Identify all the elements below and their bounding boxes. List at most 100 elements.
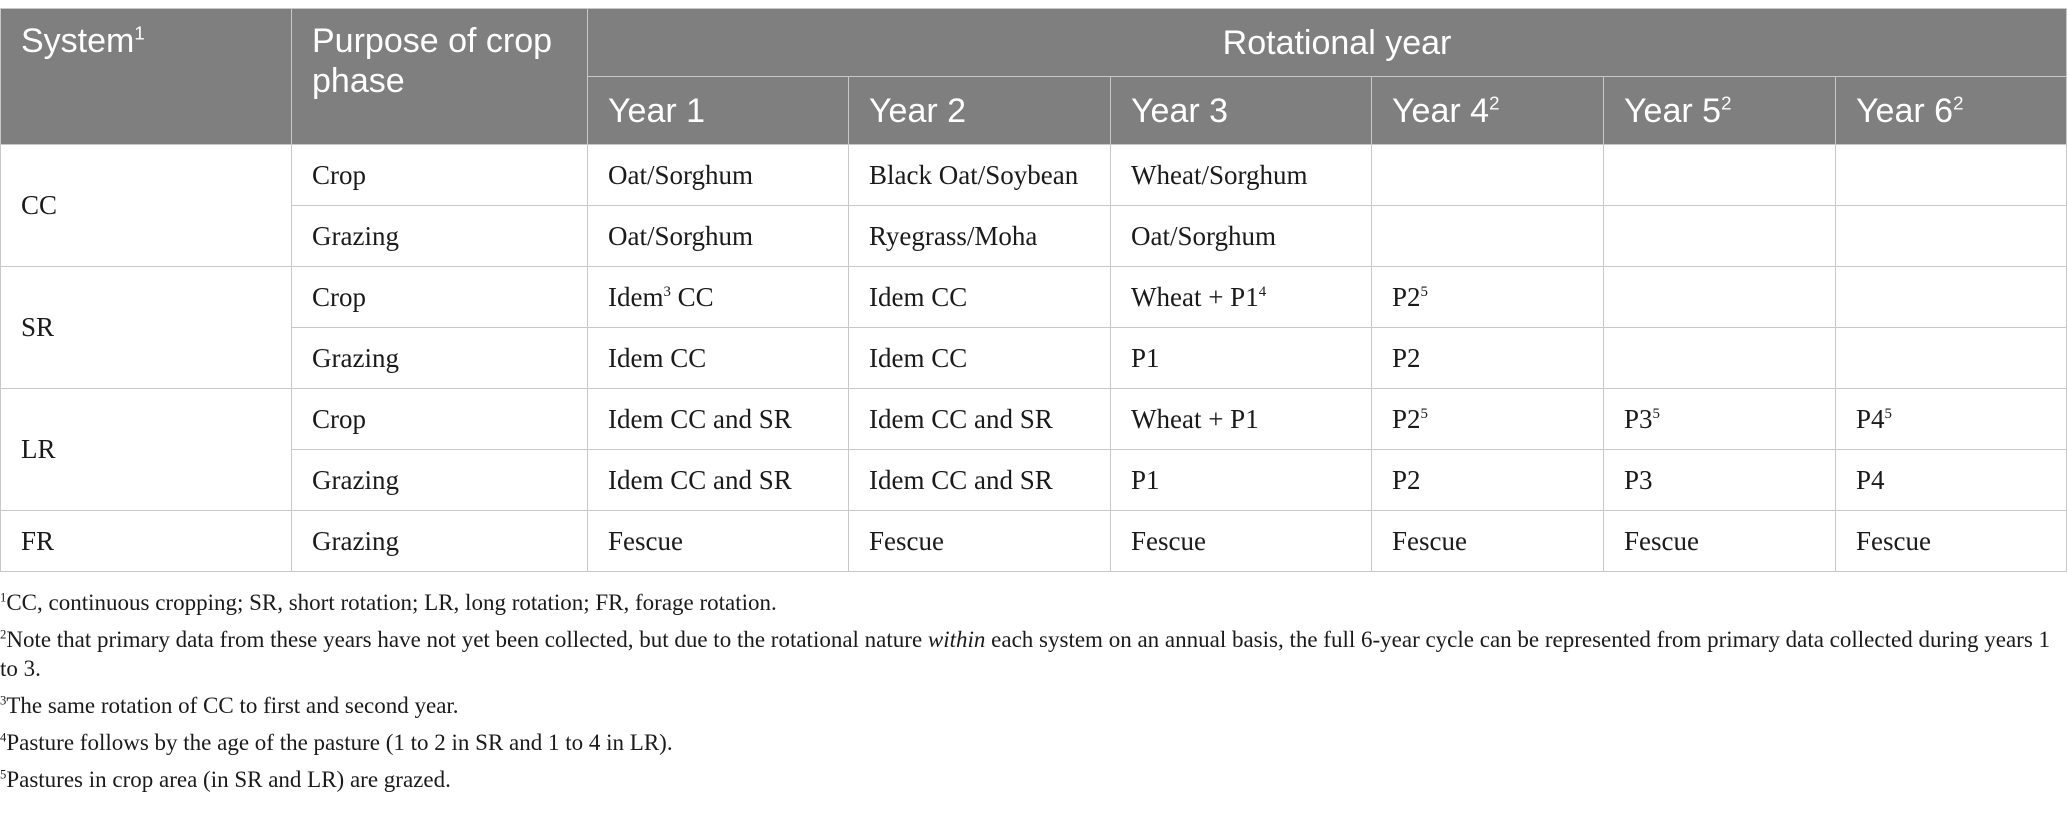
header-row-1: System1 Purpose of crop phase Rotational… [0,8,2068,145]
header-year-6-sup: 2 [1953,92,1964,114]
footnote-ref: 3 [663,283,671,300]
cell-year-2: Idem CC [848,266,1111,328]
cell-year-3: P1 [1110,327,1372,389]
cell-text: P3 [1624,403,1653,434]
cell-text: Idem [608,281,664,312]
header-system-sup: 1 [134,22,145,44]
footnote-text: The same rotation of CC to first and sec… [6,693,459,718]
cell-year-6 [1834,205,2068,267]
footnote-mark: 5 [0,767,7,782]
cell-text: P2 [1392,281,1421,312]
footnote-text-b: each system on an annual basis, the full… [0,627,2051,681]
cell-year-1: Fescue [587,510,849,572]
cell-purpose: Crop [291,388,588,450]
cell-year-1: Idem CC and SR [587,388,849,450]
footnote-mark: 4 [0,730,7,745]
cell-year-5 [1603,327,1836,389]
cell-year-1: Idem3 CC [587,266,849,328]
cell-year-5: Fescue [1603,510,1836,572]
cell-year-5 [1603,144,1836,206]
cell-text-rest: CC [670,281,714,312]
cell-purpose: Grazing [291,449,588,511]
cell-year-3: P1 [1110,449,1372,511]
footnote-3: 3The same rotation of CC to first and se… [0,691,2060,720]
cell-year-5 [1603,266,1836,328]
table-row-sr-grazing: Grazing Idem CC Idem CC P1 P2 [1,327,2068,389]
cell-system-cc: CC [0,144,292,267]
cell-purpose: Crop [291,144,588,206]
cell-year-6 [1834,327,2068,389]
footnote-4: 4Pasture follows by the age of the pastu… [0,728,2060,757]
footnotes: 1CC, continuous cropping; SR, short rota… [0,588,2060,802]
cell-year-1: Oat/Sorghum [587,144,849,206]
cell-year-6 [1834,144,2068,206]
cell-purpose: Crop [291,266,588,328]
table-row-sr-crop: SR Crop Idem3 CC Idem CC Wheat + P14 P25 [0,266,2068,389]
footnote-ref: 5 [1420,283,1428,300]
cell-text: Wheat + P1 [1131,281,1259,312]
cell-year-1: Idem CC [587,327,849,389]
table-row-fr-grazing: FR Grazing Fescue Fescue Fescue Fescue F… [0,510,2068,572]
table-row-cc-crop: CC Crop Oat/Sorghum Black Oat/Soybean Wh… [0,144,2068,267]
footnote-ref: 5 [1884,405,1892,422]
cell-year-5 [1603,205,1836,267]
cell-purpose: Grazing [291,205,588,267]
cell-year-1: Idem CC and SR [587,449,849,511]
footnote-text-emphasis: within [927,627,986,652]
footnote-text-a: Note that primary data from these years … [6,627,928,652]
footnote-mark: 3 [0,693,7,708]
cell-system-fr: FR [0,510,292,572]
header-year-4-label: Year 4 [1392,91,1490,130]
header-year-6-label: Year 6 [1856,91,1954,130]
cell-year-4 [1371,205,1604,267]
header-purpose: Purpose of crop phase [291,8,588,145]
cell-year-2: Idem CC and SR [848,449,1111,511]
cell-purpose: Grazing [291,510,588,572]
cell-year-4: P25 [1371,388,1604,450]
header-rotational-year: Rotational year [586,8,2068,77]
cell-year-1: Oat/Sorghum [587,205,849,267]
cell-year-4: Fescue [1371,510,1604,572]
header-year-4-sup: 2 [1489,92,1500,114]
header-year-5: Year 52 [1603,76,1836,145]
header-year-1-label: Year 1 [608,91,706,130]
header-year-3-label: Year 3 [1131,91,1229,130]
header-system-label: System [21,22,135,60]
cell-text: P2 [1392,403,1421,434]
header-year-3: Year 3 [1110,76,1372,145]
cell-year-3: Fescue [1110,510,1372,572]
header-year-6: Year 62 [1834,76,2068,145]
cell-year-6: Fescue [1834,510,2068,572]
cell-year-5: P3 [1603,449,1836,511]
cell-year-2: Ryegrass/Moha [848,205,1111,267]
cell-year-3: Wheat/Sorghum [1110,144,1372,206]
footnote-text: CC, continuous cropping; SR, short rotat… [6,590,777,615]
footnote-5: 5Pastures in crop area (in SR and LR) ar… [0,765,2060,794]
cell-system-sr: SR [0,266,292,389]
footnote-text: Pasture follows by the age of the pastur… [6,730,673,755]
cell-year-2: Black Oat/Soybean [848,144,1111,206]
cell-year-4 [1371,144,1604,206]
footnote-1: 1CC, continuous cropping; SR, short rota… [0,588,2060,617]
header-year-5-label: Year 5 [1624,91,1722,130]
header-system: System1 [0,8,292,145]
cell-year-2: Idem CC [848,327,1111,389]
table-row-lr-crop: LR Crop Idem CC and SR Idem CC and SR Wh… [0,388,2068,511]
header-year-5-sup: 2 [1721,92,1732,114]
cell-text: P4 [1856,403,1885,434]
header-year-4: Year 42 [1371,76,1604,145]
footnote-ref: 5 [1420,405,1428,422]
header-year-1: Year 1 [587,76,849,145]
cell-year-2: Idem CC and SR [848,388,1111,450]
footnote-mark: 1 [0,590,7,605]
footnote-ref: 5 [1652,405,1660,422]
header-row-2: Year 1 Year 2 Year 3 Year 42 Year 52 Yea… [1,76,2068,145]
cell-system-lr: LR [0,388,292,511]
cell-year-4: P25 [1371,266,1604,328]
header-year-2-label: Year 2 [869,91,967,130]
footnote-mark: 2 [0,627,7,642]
cell-year-3: Wheat + P14 [1110,266,1372,328]
footnote-2: 2Note that primary data from these years… [0,625,2060,683]
table-row-cc-grazing: Grazing Oat/Sorghum Ryegrass/Moha Oat/So… [1,205,2068,267]
cell-year-2: Fescue [848,510,1111,572]
